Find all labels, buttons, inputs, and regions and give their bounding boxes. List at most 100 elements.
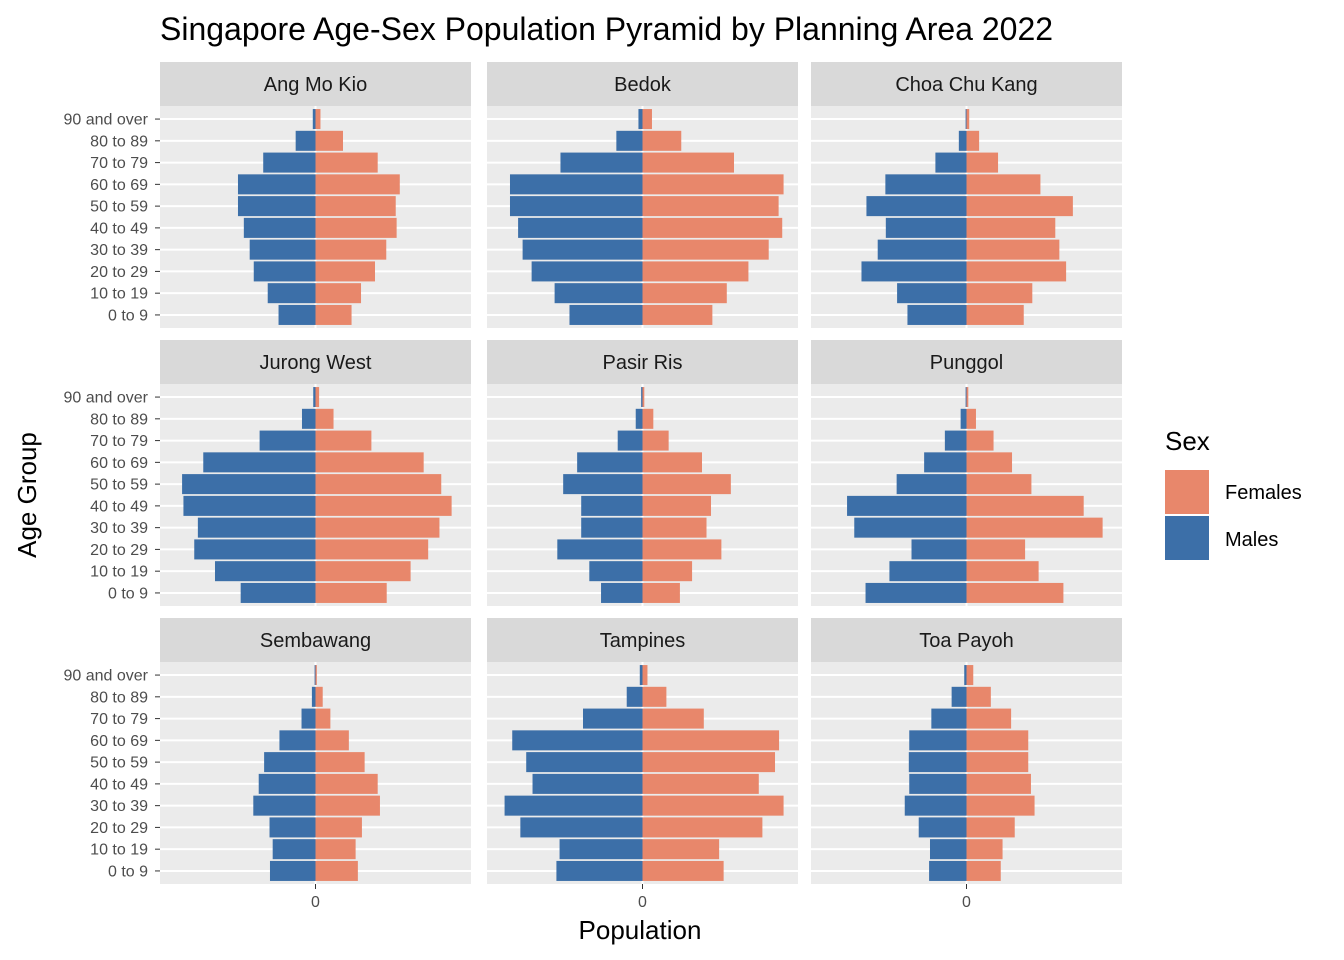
bar-females	[966, 708, 1012, 729]
y-tick-label: 20 to 29	[90, 820, 148, 837]
bar-males	[617, 430, 643, 451]
y-tick-label: 10 to 19	[90, 842, 148, 859]
bar-males	[965, 109, 967, 130]
bar-males	[263, 152, 316, 173]
y-tick-label: 0 to 9	[108, 307, 148, 324]
bar-males	[237, 196, 316, 217]
bar-females	[642, 408, 654, 429]
bar-females	[315, 430, 372, 451]
bar-males	[896, 474, 967, 495]
y-tick-label: 40 to 49	[90, 220, 148, 237]
bar-males	[240, 582, 316, 603]
bar-males	[935, 152, 967, 173]
bar-females	[315, 665, 317, 686]
y-tick-label: 0 to 9	[108, 585, 148, 602]
legend: Sex Females Males	[1165, 426, 1302, 560]
bar-males	[279, 730, 316, 751]
facet-bedok: Bedok	[487, 62, 798, 328]
bar-females	[642, 217, 783, 238]
bar-males	[526, 752, 643, 773]
bar-males	[889, 561, 967, 582]
bar-males	[312, 109, 316, 130]
bar-females	[315, 686, 323, 707]
bar-females	[966, 773, 1031, 794]
y-tick-label: 10 to 19	[90, 286, 148, 303]
bar-females	[642, 474, 731, 495]
bar-males	[557, 539, 643, 560]
bar-males	[958, 130, 967, 151]
legend-label-males: Males	[1225, 529, 1278, 551]
bar-females	[642, 152, 734, 173]
bar-females	[315, 495, 452, 516]
bar-females	[966, 217, 1056, 238]
bar-females	[642, 304, 713, 325]
bar-females	[966, 817, 1015, 838]
bar-males	[635, 408, 643, 429]
bar-males	[847, 495, 967, 516]
y-tick-label: 90 and over	[63, 390, 148, 407]
bar-males	[911, 539, 967, 560]
bar-males	[264, 752, 316, 773]
bar-females	[966, 495, 1084, 516]
facet-ang-mo-kio: Ang Mo Kio 0 to 9 10 to 19 20 to 29 30 to 39…	[63, 62, 471, 328]
legend-title: Sex	[1165, 426, 1210, 456]
bar-females	[642, 686, 667, 707]
legend-key-females	[1165, 470, 1209, 514]
bar-males	[253, 261, 316, 282]
y-tick-label: 90 and over	[63, 112, 148, 129]
bar-males	[301, 708, 316, 729]
bar-females	[966, 839, 1003, 860]
y-tick-label: 50 to 59	[90, 755, 148, 772]
y-tick-label: 80 to 89	[90, 689, 148, 706]
bar-females	[966, 109, 970, 130]
y-tick-label: 60 to 69	[90, 455, 148, 472]
bar-females	[315, 109, 321, 130]
bar-females	[642, 730, 780, 751]
y-tick-label: 80 to 89	[90, 133, 148, 150]
bar-females	[642, 539, 722, 560]
bar-males	[931, 708, 967, 729]
strip-jurong-west	[160, 340, 471, 384]
bar-females	[315, 174, 400, 195]
strip-label: Choa Chu Kang	[895, 74, 1037, 96]
bar-males	[295, 130, 316, 151]
strip-sembawang	[160, 618, 471, 662]
bar-females	[966, 261, 1067, 282]
bar-males	[583, 708, 643, 729]
bar-males	[897, 283, 967, 304]
bar-females	[642, 839, 720, 860]
y-tick-label: 80 to 89	[90, 411, 148, 428]
bar-females	[315, 773, 378, 794]
bar-males	[194, 539, 316, 560]
bar-males	[581, 517, 643, 538]
bar-males	[601, 582, 643, 603]
bar-females	[966, 387, 969, 408]
bar-females	[315, 152, 378, 173]
facet-sembawang: Sembawang 0 to 9 10 to 19 20 to 29 30 to 39 4…	[63, 618, 471, 911]
bar-males	[518, 217, 643, 238]
bar-males	[237, 174, 316, 195]
bar-males	[964, 665, 967, 686]
bar-females	[966, 130, 980, 151]
bar-males	[267, 283, 316, 304]
bar-males	[638, 109, 643, 130]
y-tick-label: 30 to 39	[90, 520, 148, 537]
bar-males	[522, 239, 643, 260]
y-tick-label: 70 to 79	[90, 155, 148, 172]
facet-jurong-west: Jurong West 0 to 9 10 to 19 20 to 29 30 to 3…	[63, 340, 471, 606]
bar-males	[854, 517, 967, 538]
y-tick-label: 30 to 39	[90, 242, 148, 259]
bar-females	[966, 561, 1039, 582]
bar-males	[965, 387, 967, 408]
bar-females	[642, 495, 712, 516]
bar-females	[315, 196, 396, 217]
bar-females	[642, 561, 693, 582]
bar-males	[269, 860, 316, 881]
bar-females	[966, 686, 991, 707]
bar-males	[313, 387, 316, 408]
bar-males	[559, 839, 643, 860]
bar-males	[885, 174, 967, 195]
y-tick-label: 10 to 19	[90, 564, 148, 581]
bar-females	[315, 130, 343, 151]
bar-females	[966, 196, 1073, 217]
